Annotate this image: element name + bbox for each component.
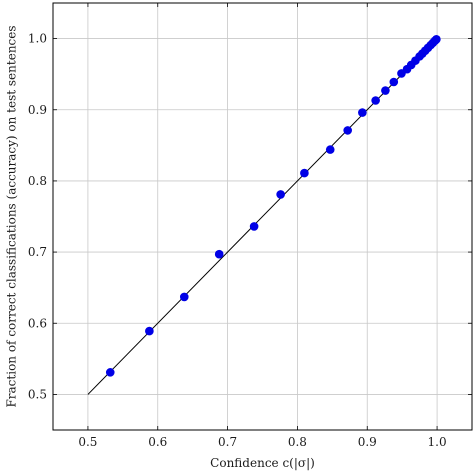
x-tick-label: 0.7 (218, 435, 237, 449)
data-point (381, 86, 390, 95)
y-tick-marks (53, 38, 472, 395)
x-tick-label: 0.8 (288, 435, 307, 449)
data-point (389, 77, 399, 87)
y-tick-label: 1.0 (28, 32, 47, 46)
data-point (343, 126, 352, 135)
data-point (179, 292, 189, 302)
data-point (105, 368, 115, 377)
data-point (432, 34, 441, 44)
data-point (145, 326, 154, 336)
data-point (300, 168, 309, 178)
data-point (276, 190, 285, 199)
data-point (214, 249, 224, 259)
data-points (105, 34, 441, 377)
grid-lines (53, 3, 472, 430)
x-tick-marks (87, 3, 438, 430)
y-tick-label: 0.7 (28, 245, 47, 259)
data-point (249, 222, 259, 231)
data-point (325, 145, 335, 154)
x-tick-label: 0.9 (358, 435, 377, 449)
y-axis-label: Fraction of correct classifications (acc… (5, 25, 19, 407)
x-tick-label: 0.6 (148, 435, 167, 449)
y-tick-label: 0.5 (28, 387, 47, 401)
data-point (358, 108, 367, 117)
x-tick-label: 1.0 (428, 435, 447, 449)
x-tick-labels: 0.5 0.6 0.7 0.8 0.9 1.0 (78, 435, 446, 449)
x-axis-label: Confidence c(|σ|) (210, 456, 315, 470)
x-tick-label: 0.5 (78, 435, 97, 449)
y-tick-labels: 0.5 0.6 0.7 0.8 0.9 1.0 (28, 32, 47, 402)
y-tick-label: 0.6 (28, 316, 47, 330)
data-point (371, 96, 380, 105)
plot-area-frame (52, 2, 473, 431)
y-tick-label: 0.8 (28, 174, 47, 188)
y-tick-label: 0.9 (28, 103, 47, 117)
